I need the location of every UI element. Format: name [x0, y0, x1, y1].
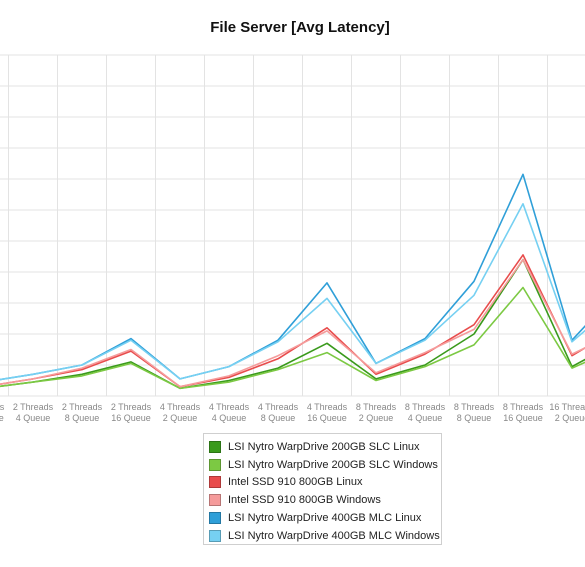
x-tick-label: 2 Threads [13, 402, 54, 412]
legend-label: LSI Nytro WarpDrive 200GB SLC Windows [228, 458, 438, 471]
x-tick-label: 2 Threads [62, 402, 103, 412]
legend-item[interactable]: Intel SSD 910 800GB Windows [209, 491, 441, 509]
x-tick-label: 8 Threads [454, 402, 495, 412]
chart-legend: LSI Nytro WarpDrive 200GB SLC Linux LSI N… [203, 433, 442, 545]
legend-label: Intel SSD 910 800GB Linux [228, 476, 363, 489]
legend-item[interactable]: Intel SSD 910 800GB Linux [209, 474, 441, 492]
x-tick-label: 4 Threads [307, 402, 348, 412]
legend-label: Intel SSD 910 800GB Windows [228, 494, 381, 507]
chart-title: File Server [Avg Latency] [210, 19, 390, 36]
legend-swatch [209, 458, 221, 471]
legend-swatch [209, 529, 221, 542]
legend-swatch [209, 476, 221, 489]
x-tick-label: 2 Queue [359, 413, 394, 423]
x-tick-label: 4 Threads [209, 402, 250, 412]
legend-item[interactable]: LSI Nytro WarpDrive 400GB MLC Windows [209, 527, 441, 545]
series-line-3 [0, 254, 585, 388]
legend-swatch [209, 440, 221, 453]
x-tick-label: 8 Threads [405, 402, 446, 412]
x-tick-label: 2 Queue [555, 413, 585, 423]
x-tick-label: 16 Queue [503, 413, 543, 423]
x-tick-label: 4 Threads [160, 402, 201, 412]
x-tick-label: 8 Queue [261, 413, 296, 423]
x-tick-label: 8 Queue [457, 413, 492, 423]
x-tick-label: 4 Queue [16, 413, 51, 423]
x-tick-label: 4 Queue [408, 413, 443, 423]
x-tick-label: 8 Queue [65, 413, 100, 423]
x-tick-label: 4 Threads [258, 402, 299, 412]
legend-label: LSI Nytro WarpDrive 200GB SLC Linux [228, 440, 420, 453]
series-line-6 [0, 203, 585, 381]
x-tick-label: 16 Queue [111, 413, 151, 423]
x-tick-label: 16 Queue [307, 413, 347, 423]
x-tick-label: 8 Threads [503, 402, 544, 412]
x-tick-label: 1 Threads [0, 402, 5, 412]
legend-swatch [209, 512, 221, 525]
legend-swatch [209, 494, 221, 507]
x-tick-label: 16 Queue [0, 413, 4, 423]
x-tick-label: 2 Threads [111, 402, 152, 412]
legend-item[interactable]: LSI Nytro WarpDrive 400GB MLC Linux [209, 509, 441, 527]
legend-label: LSI Nytro WarpDrive 400GB MLC Linux [228, 512, 422, 525]
series-line-5 [0, 173, 585, 381]
x-tick-label: 4 Queue [212, 413, 247, 423]
legend-label: LSI Nytro WarpDrive 400GB MLC Windows [228, 529, 440, 542]
x-tick-label: 2 Queue [163, 413, 198, 423]
series-line-4 [0, 258, 585, 388]
legend-item[interactable]: LSI Nytro WarpDrive 200GB SLC Linux [209, 438, 441, 456]
legend-item[interactable]: LSI Nytro WarpDrive 200GB SLC Windows [209, 456, 441, 474]
series-line-2 [0, 286, 585, 390]
x-tick-label: 8 Threads [356, 402, 397, 412]
x-tick-label: 16 Threads [549, 402, 585, 412]
